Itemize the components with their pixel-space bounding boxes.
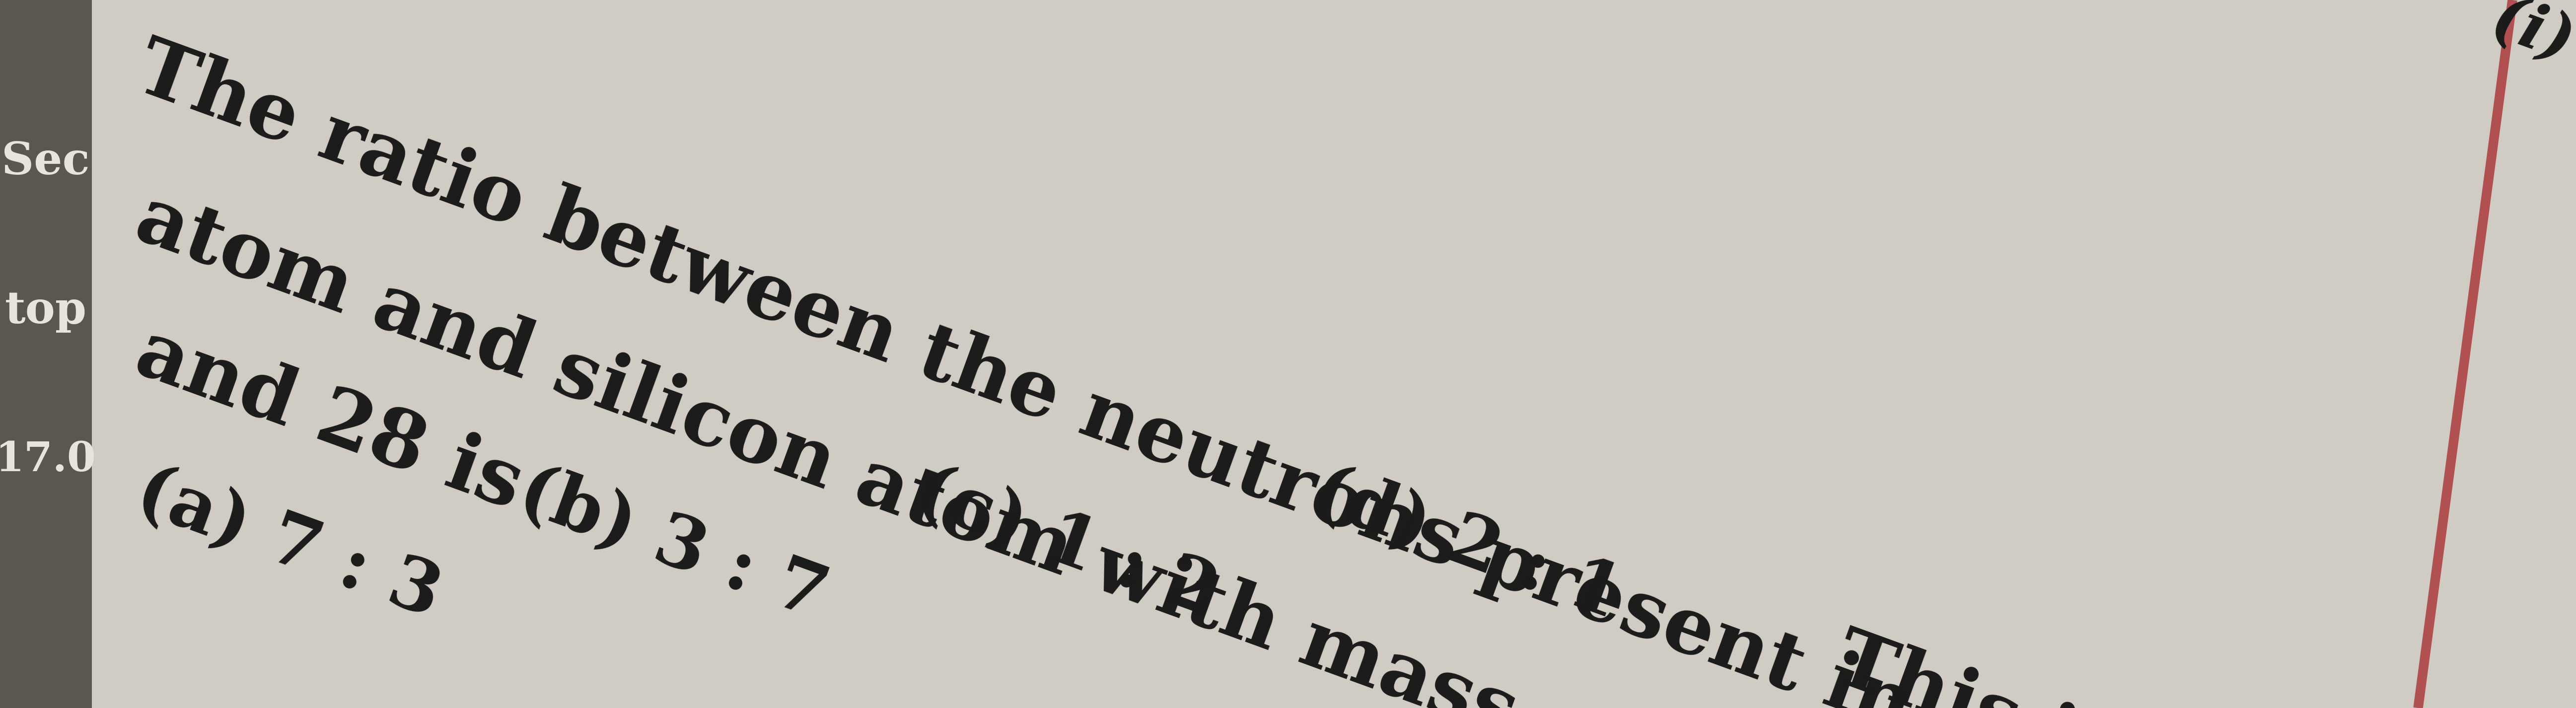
Text: and 28 is: and 28 is — [126, 314, 533, 525]
Text: atom and silicon atom with mass numbers 12: atom and silicon atom with mass numbers … — [126, 181, 2050, 708]
Text: The ratio between the neutrons present in carbon: The ratio between the neutrons present i… — [126, 32, 2236, 708]
Text: (c) 1 : 2: (c) 1 : 2 — [907, 457, 1226, 630]
Text: 17.0: 17.0 — [0, 440, 95, 479]
Text: top: top — [5, 289, 88, 332]
Bar — [0, 0, 93, 708]
Text: (a) 7 : 3: (a) 7 : 3 — [126, 457, 451, 632]
Text: (b) 3 : 7: (b) 3 : 7 — [510, 457, 837, 633]
Text: (d) 2 : 1: (d) 2 : 1 — [1303, 457, 1631, 633]
Text: This is: This is — [1824, 622, 2125, 708]
Text: Sec: Sec — [3, 140, 90, 183]
Text: (i): (i) — [2483, 0, 2576, 75]
